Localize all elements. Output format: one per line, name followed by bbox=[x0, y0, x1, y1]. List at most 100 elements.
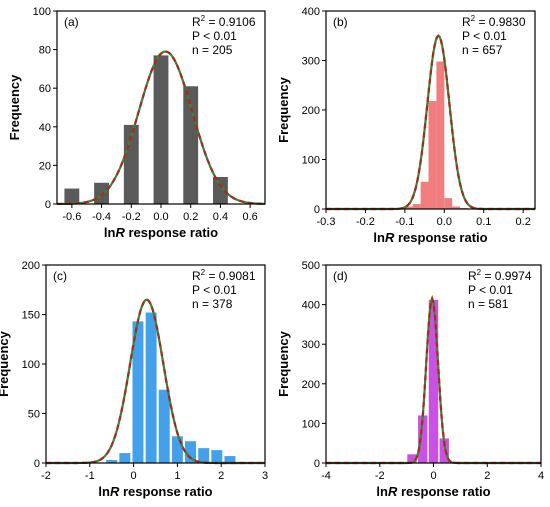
panel-label: (c) bbox=[53, 269, 67, 283]
x-axis-label-prefix: ln bbox=[376, 484, 388, 499]
x-axis-label-suffix: response ratio bbox=[119, 484, 212, 499]
y-tick-label: 60 bbox=[39, 83, 51, 95]
bar bbox=[428, 101, 437, 209]
stat-r2-prefix: R bbox=[468, 269, 477, 283]
stat-r2-sup: 2 bbox=[471, 14, 476, 23]
stat-r2: R2 = 0.9974 bbox=[468, 268, 532, 283]
y-tick-label: 300 bbox=[302, 339, 320, 351]
x-tick-label: 2 bbox=[218, 470, 224, 482]
stat-r2: R2 = 0.9106 bbox=[192, 14, 256, 29]
stat-r2-prefix: R bbox=[192, 15, 201, 29]
panel-label: (a) bbox=[64, 15, 79, 29]
stat-p: P < 0.01 bbox=[192, 29, 237, 43]
y-axis-label: Frequency bbox=[0, 330, 11, 397]
stat-p: P < 0.01 bbox=[462, 29, 507, 43]
stat-r2-sup: 2 bbox=[201, 14, 206, 23]
x-axis-label: lnR response ratio bbox=[376, 484, 490, 499]
bar bbox=[119, 453, 131, 463]
x-tick-label: -0.3 bbox=[317, 216, 336, 228]
panel-label: (d) bbox=[333, 269, 348, 283]
x-tick-label: 0.0 bbox=[437, 216, 452, 228]
x-tick-label: 0.2 bbox=[183, 211, 198, 223]
y-tick-label: 400 bbox=[302, 300, 320, 312]
x-tick-label: -2 bbox=[41, 470, 51, 482]
y-tick-label: 0 bbox=[314, 204, 320, 216]
y-tick-label: 100 bbox=[302, 155, 320, 167]
x-axis-label-suffix: response ratio bbox=[397, 484, 490, 499]
bar bbox=[452, 206, 461, 209]
stat-r2-value: = 0.9106 bbox=[205, 15, 256, 29]
y-tick-label: 80 bbox=[39, 45, 51, 57]
x-tick-label: -0.1 bbox=[395, 216, 414, 228]
stat-r2-value: = 0.9974 bbox=[481, 269, 532, 283]
y-tick-label: 100 bbox=[302, 418, 320, 430]
x-tick-label: 0.2 bbox=[516, 216, 531, 228]
stat-n: n = 205 bbox=[192, 43, 233, 57]
bar bbox=[404, 206, 413, 209]
x-tick-label: 0.1 bbox=[476, 216, 491, 228]
y-tick-label: 40 bbox=[39, 122, 51, 134]
x-tick-label: 0 bbox=[131, 470, 137, 482]
x-tick-label: 0.6 bbox=[242, 211, 257, 223]
bar bbox=[145, 312, 157, 463]
y-tick-label: 200 bbox=[22, 260, 40, 272]
bar bbox=[64, 188, 80, 204]
bar bbox=[211, 450, 223, 463]
panel-a: -0.6 -0.4 -0.2 0.0 0.2 0.4 0.6 0 20 40 60 80 100 lnR … bbox=[7, 6, 266, 240]
bar bbox=[428, 299, 439, 463]
y-tick-label: 50 bbox=[28, 409, 40, 421]
y-tick-label: 100 bbox=[33, 6, 51, 18]
x-axis-label-italic: R bbox=[115, 225, 125, 240]
x-axis-label-italic: R bbox=[385, 230, 395, 245]
bar bbox=[158, 389, 170, 463]
y-axis-label: Frequency bbox=[7, 74, 22, 141]
x-axis-label-prefix: ln bbox=[98, 484, 110, 499]
x-axis-label-prefix: ln bbox=[373, 230, 385, 245]
x-tick-label: 2 bbox=[484, 470, 490, 482]
bar bbox=[132, 321, 144, 463]
x-tick-label: 4 bbox=[538, 470, 544, 482]
y-axis-label: Frequency bbox=[276, 76, 291, 143]
y-tick-label: 400 bbox=[302, 6, 320, 18]
x-axis-label-prefix: ln bbox=[104, 225, 116, 240]
y-tick-label: 300 bbox=[302, 56, 320, 68]
stat-r2-sup: 2 bbox=[201, 268, 206, 277]
y-tick-label: 0 bbox=[45, 199, 51, 211]
y-tick-label: 200 bbox=[302, 379, 320, 391]
stat-n: n = 581 bbox=[468, 297, 509, 311]
x-tick-label: -1 bbox=[85, 470, 95, 482]
x-axis-label-italic: R bbox=[388, 484, 398, 499]
stat-r2: R2 = 0.9081 bbox=[192, 268, 256, 283]
bar bbox=[171, 436, 183, 463]
x-axis-label: lnR response ratio bbox=[98, 484, 212, 499]
bar bbox=[412, 204, 421, 209]
x-tick-label: -4 bbox=[321, 470, 331, 482]
x-tick-label: -0.4 bbox=[92, 211, 111, 223]
x-tick-label: -2 bbox=[375, 470, 385, 482]
bar bbox=[224, 456, 236, 463]
bar bbox=[439, 438, 449, 463]
stat-r2-value: = 0.9830 bbox=[475, 15, 526, 29]
stat-r2: R2 = 0.9830 bbox=[462, 14, 526, 29]
y-tick-label: 0 bbox=[34, 458, 40, 470]
x-tick-label: 0.0 bbox=[153, 211, 168, 223]
bar bbox=[407, 454, 417, 463]
stat-n: n = 378 bbox=[192, 297, 233, 311]
bar bbox=[106, 460, 118, 463]
x-tick-label: 1 bbox=[174, 470, 180, 482]
bar bbox=[94, 182, 109, 204]
panel-label: (b) bbox=[333, 15, 348, 29]
x-tick-label: 0 bbox=[430, 470, 436, 482]
y-tick-label: 100 bbox=[22, 359, 40, 371]
y-tick-label: 150 bbox=[22, 310, 40, 322]
y-tick-label: 0 bbox=[314, 458, 320, 470]
x-tick-label: -0.2 bbox=[356, 216, 375, 228]
x-axis-label-suffix: response ratio bbox=[125, 225, 218, 240]
stat-p: P < 0.01 bbox=[468, 283, 513, 297]
x-axis-label: lnR response ratio bbox=[373, 230, 487, 245]
bar bbox=[185, 441, 197, 463]
bar bbox=[418, 415, 428, 463]
